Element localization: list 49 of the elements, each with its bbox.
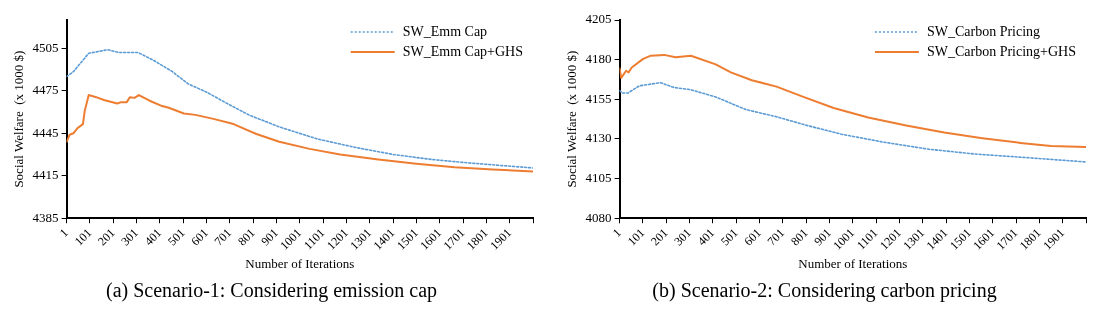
legend-label: SW_Emm Cap+GHS <box>402 43 524 59</box>
y-tick-label: 4155 <box>585 90 612 106</box>
x-axis-title: Number of Iterations <box>798 255 908 271</box>
x-tick-label: 1 <box>56 225 71 240</box>
x-tick-label: 1401 <box>370 225 398 253</box>
y-tick-label: 4205 <box>585 11 612 27</box>
x-tick-label: 101 <box>624 225 648 249</box>
x-tick-label: 501 <box>717 225 741 249</box>
x-tick-label: 601 <box>741 225 764 249</box>
x-tick-label: 1101 <box>300 225 328 253</box>
x-tick-label: 1701 <box>440 225 468 253</box>
x-tick-label: 801 <box>234 225 258 249</box>
x-tick-label: 601 <box>188 225 211 249</box>
x-tick-label: 201 <box>647 225 671 249</box>
x-tick-label: 1401 <box>923 225 951 253</box>
x-tick-label: 1101 <box>853 225 881 253</box>
y-tick-label: 4475 <box>32 82 59 98</box>
x-tick-label: 1 <box>609 225 624 240</box>
y-axis-title: Social Welfare (x 1000 $) <box>564 50 580 188</box>
x-tick-label: 901 <box>258 225 281 249</box>
x-tick-label: 401 <box>141 225 165 249</box>
y-tick-label: 4105 <box>585 170 612 186</box>
y-tick-label: 4385 <box>32 209 59 225</box>
x-tick-label: 901 <box>811 225 834 249</box>
x-tick-label: 801 <box>787 225 811 249</box>
x-tick-label: 401 <box>694 225 718 249</box>
line-series <box>619 81 1086 163</box>
text: (b) Scenario-2: Considering carbon pricing <box>652 279 997 303</box>
y-tick-label: 4505 <box>32 39 59 55</box>
text: (a) Scenario-1: Considering emission cap <box>105 279 438 303</box>
y-tick-label: 4180 <box>585 51 612 67</box>
x-tick-label: 501 <box>164 225 188 249</box>
x-tick-label: 201 <box>94 225 118 249</box>
y-axis-title: Social Welfare (x 1000 $) <box>11 50 27 188</box>
x-tick-label: 701 <box>764 225 788 249</box>
legend-label: SW_Emm Cap <box>402 23 488 39</box>
legend-label: SW_Carbon Pricing+GHS <box>926 43 1076 59</box>
x-tick-label: 101 <box>71 225 95 249</box>
legend-label: SW_Carbon Pricing <box>926 23 1041 39</box>
y-tick-label: 4130 <box>585 130 612 146</box>
y-tick-label: 4445 <box>32 124 59 140</box>
x-tick-label: 701 <box>211 225 235 249</box>
x-tick-label: 1701 <box>993 225 1021 253</box>
line-series <box>66 48 533 169</box>
y-tick-label: 4415 <box>32 167 59 183</box>
y-tick-label: 4080 <box>585 209 612 225</box>
x-tick-label: 301 <box>671 225 694 249</box>
x-tick-label: 301 <box>118 225 141 249</box>
x-axis-title: Number of Iterations <box>245 255 355 271</box>
